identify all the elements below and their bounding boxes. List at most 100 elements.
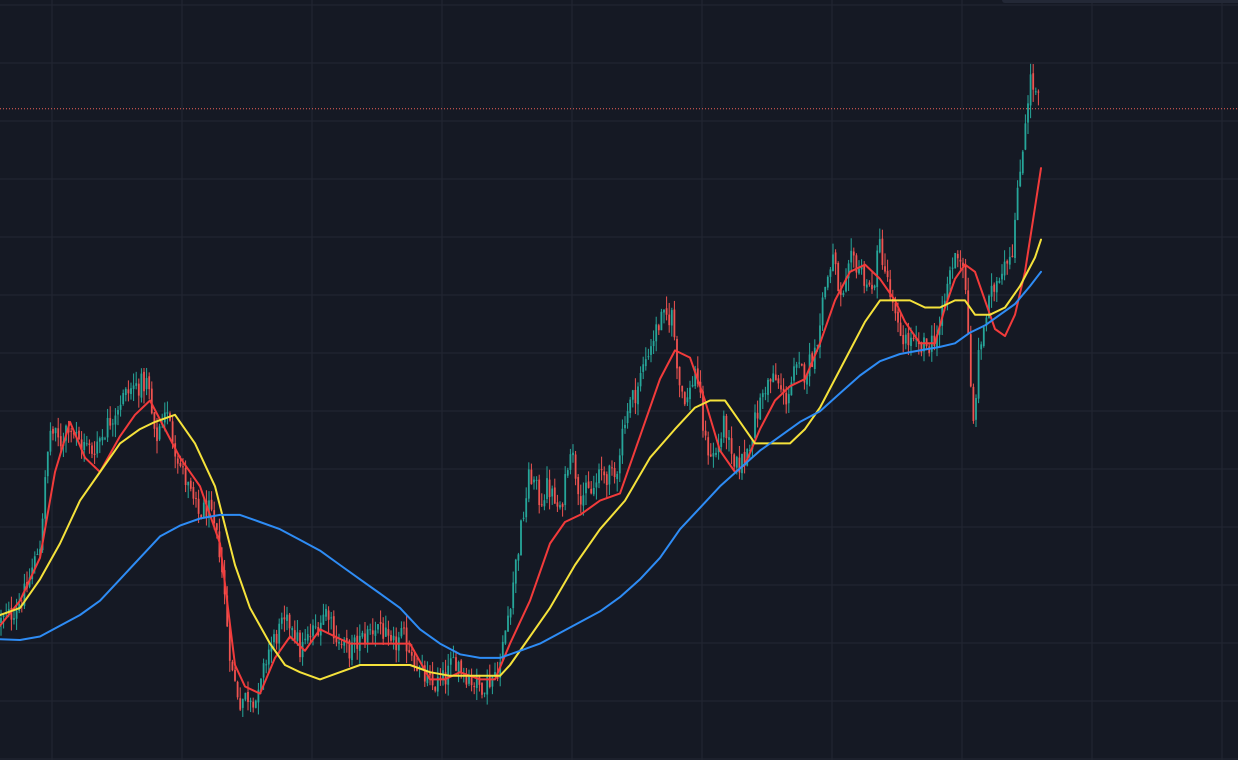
candle-body[interactable]	[148, 376, 151, 390]
candle-body[interactable]	[655, 324, 658, 342]
candle-body[interactable]	[390, 634, 392, 641]
candle-body[interactable]	[647, 356, 650, 358]
candle-body[interactable]	[907, 332, 910, 346]
candle-body[interactable]	[821, 297, 824, 326]
candle-body[interactable]	[117, 409, 119, 415]
candle-body[interactable]	[782, 388, 785, 393]
candle-body[interactable]	[741, 453, 743, 474]
moving-average-line-2[interactable]	[0, 238, 1042, 681]
candle-body[interactable]	[465, 674, 468, 685]
candle-body[interactable]	[205, 500, 208, 518]
candle-body[interactable]	[855, 255, 858, 273]
candle-body[interactable]	[959, 259, 962, 262]
candle-body[interactable]	[150, 388, 153, 414]
candle-body[interactable]	[384, 627, 387, 637]
candle-body[interactable]	[483, 692, 486, 694]
candle-body[interactable]	[546, 478, 548, 499]
candle-body[interactable]	[1016, 187, 1019, 221]
candle-body[interactable]	[122, 392, 125, 405]
candle-body[interactable]	[327, 610, 330, 620]
candle-body[interactable]	[124, 388, 127, 396]
candle-body[interactable]	[366, 629, 369, 645]
candle-body[interactable]	[956, 253, 959, 259]
candle-body[interactable]	[800, 363, 803, 366]
candle-body[interactable]	[886, 270, 889, 278]
candle-body[interactable]	[993, 284, 996, 292]
candle-body[interactable]	[691, 384, 694, 387]
candle-body[interactable]	[995, 281, 998, 293]
candle-body[interactable]	[813, 347, 816, 370]
candle-body[interactable]	[179, 463, 182, 467]
candle-body[interactable]	[335, 637, 338, 643]
candle-body[interactable]	[54, 427, 57, 434]
candle-body[interactable]	[751, 439, 754, 450]
candle-body[interactable]	[577, 477, 580, 495]
candle-body[interactable]	[481, 683, 483, 695]
candle-body[interactable]	[52, 428, 54, 434]
candle-body[interactable]	[262, 663, 265, 678]
candle-body[interactable]	[881, 238, 884, 265]
candle-body[interactable]	[1034, 91, 1037, 93]
candle-body[interactable]	[187, 481, 190, 486]
candle-body[interactable]	[977, 350, 980, 399]
candle-body[interactable]	[85, 443, 88, 445]
candle-body[interactable]	[416, 666, 418, 671]
candle-body[interactable]	[400, 628, 403, 637]
candle-body[interactable]	[436, 676, 439, 692]
candle-body[interactable]	[98, 438, 101, 442]
candle-body[interactable]	[936, 334, 938, 348]
candle-body[interactable]	[676, 338, 678, 369]
candle-body[interactable]	[951, 267, 954, 269]
candle-body[interactable]	[137, 383, 140, 396]
candle-body[interactable]	[176, 458, 179, 464]
candle-body[interactable]	[962, 262, 964, 267]
candle-body[interactable]	[44, 477, 47, 519]
candle-body[interactable]	[509, 609, 512, 618]
candle-body[interactable]	[306, 634, 309, 641]
candle-body[interactable]	[143, 371, 145, 392]
candle-body[interactable]	[668, 314, 671, 326]
moving-average-line-3[interactable]	[0, 270, 1042, 659]
candle-body[interactable]	[104, 438, 106, 440]
candle-body[interactable]	[603, 471, 606, 476]
candle-body[interactable]	[351, 642, 353, 661]
candle-body[interactable]	[239, 698, 242, 710]
candle-body[interactable]	[657, 325, 660, 331]
candle-body[interactable]	[559, 505, 561, 508]
candle-body[interactable]	[598, 469, 600, 484]
candle-body[interactable]	[33, 556, 36, 569]
candle-body[interactable]	[553, 487, 556, 504]
candle-body[interactable]	[748, 450, 751, 452]
candle-body[interactable]	[403, 627, 405, 629]
candle-body[interactable]	[275, 633, 278, 644]
candle-body[interactable]	[382, 623, 385, 639]
candle-body[interactable]	[540, 504, 543, 506]
candle-body[interactable]	[764, 393, 767, 395]
candle-body[interactable]	[439, 677, 442, 679]
candle-body[interactable]	[10, 607, 13, 620]
candle-body[interactable]	[582, 495, 585, 506]
candle-body[interactable]	[473, 686, 476, 688]
candle-body[interactable]	[475, 676, 478, 688]
candle-body[interactable]	[106, 417, 109, 438]
candle-body[interactable]	[273, 634, 275, 643]
candle-body[interactable]	[611, 467, 613, 469]
candle-body[interactable]	[434, 687, 437, 691]
candle-body[interactable]	[686, 397, 689, 403]
candle-body[interactable]	[998, 280, 1001, 283]
candle-body[interactable]	[171, 421, 174, 443]
candle-body[interactable]	[702, 391, 704, 431]
candle-body[interactable]	[574, 454, 577, 479]
candle-body[interactable]	[507, 615, 509, 632]
candle-body[interactable]	[665, 308, 668, 315]
candle-body[interactable]	[1027, 103, 1029, 123]
candle-body[interactable]	[842, 292, 845, 296]
candle-body[interactable]	[410, 652, 413, 656]
candle-body[interactable]	[670, 310, 673, 326]
candle-body[interactable]	[361, 632, 364, 637]
candle-body[interactable]	[834, 252, 837, 265]
candle-body[interactable]	[254, 700, 257, 708]
candle-body[interactable]	[730, 438, 733, 454]
candle-body[interactable]	[195, 497, 197, 499]
candle-body[interactable]	[852, 251, 855, 256]
